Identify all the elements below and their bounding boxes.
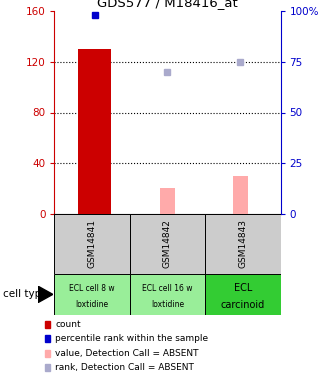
Text: rank, Detection Call = ABSENT: rank, Detection Call = ABSENT (55, 363, 194, 372)
Bar (233, 176, 248, 214)
Bar (54, 274, 130, 315)
Text: ECL cell 16 w: ECL cell 16 w (142, 284, 193, 292)
Bar (130, 274, 205, 315)
Bar (205, 214, 280, 274)
Text: percentile rank within the sample: percentile rank within the sample (55, 334, 209, 343)
Bar (205, 274, 280, 315)
Text: GSM14841: GSM14841 (88, 219, 97, 268)
Text: GSM14843: GSM14843 (238, 219, 247, 268)
Text: count: count (55, 320, 81, 328)
Title: GDS577 / M18416_at: GDS577 / M18416_at (97, 0, 238, 9)
Text: cell type: cell type (3, 290, 48, 299)
Bar (78, 49, 111, 214)
Text: loxtidine: loxtidine (76, 300, 109, 309)
Text: loxtidine: loxtidine (151, 300, 184, 309)
Bar (130, 214, 205, 274)
Text: value, Detection Call = ABSENT: value, Detection Call = ABSENT (55, 349, 199, 358)
Text: GSM14842: GSM14842 (163, 219, 172, 268)
Text: ECL: ECL (234, 283, 252, 293)
Polygon shape (38, 286, 53, 303)
Bar (54, 214, 130, 274)
Text: carcinoid: carcinoid (221, 300, 265, 310)
Bar (160, 188, 175, 214)
Text: ECL cell 8 w: ECL cell 8 w (69, 284, 115, 292)
